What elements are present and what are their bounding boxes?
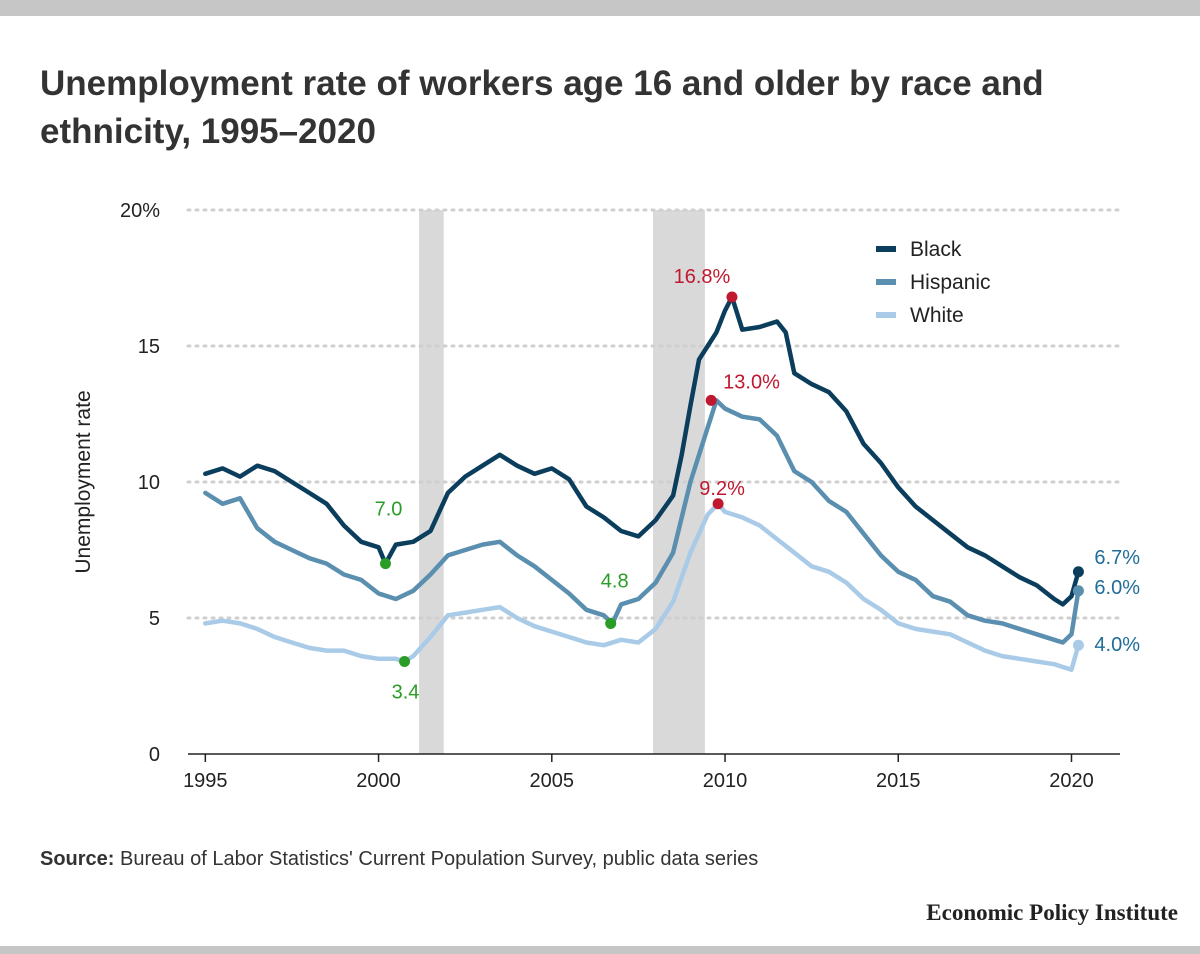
annotation-dot-3 xyxy=(712,498,724,510)
x-tick-label-2010: 2010 xyxy=(703,770,748,792)
y-tick-label-10: 10 xyxy=(138,472,160,494)
source-label: Source: xyxy=(40,848,115,870)
legend-label-black: Black xyxy=(910,238,962,261)
y-tick-label-20: 20% xyxy=(120,200,160,222)
annotation-dot-1 xyxy=(726,291,738,303)
annotation-label-7: 6.7% xyxy=(1094,547,1140,569)
series-line-white xyxy=(203,501,1081,672)
y-axis-title: Unemployment rate xyxy=(72,390,95,573)
series-line-hispanic xyxy=(203,398,1081,645)
series-line-black xyxy=(203,294,1081,607)
x-tick-label-2005: 2005 xyxy=(530,770,575,792)
annotation-dot-8 xyxy=(1072,585,1084,597)
annotation-label-4: 7.0 xyxy=(375,499,403,521)
annotation-dot-4 xyxy=(379,558,391,570)
source-text: Bureau of Labor Statistics' Current Popu… xyxy=(120,848,759,870)
bottom-border xyxy=(0,946,1200,954)
annotation-dot-6 xyxy=(605,617,617,629)
annotation-label-2: 13.0% xyxy=(723,371,780,393)
annotation-label-5: 3.4 xyxy=(392,682,420,704)
annotation-dot-9 xyxy=(1072,639,1084,651)
x-tick-label-2000: 2000 xyxy=(356,770,401,792)
annotation-dot-2 xyxy=(705,394,717,406)
y-tick-label-5: 5 xyxy=(149,608,160,630)
annotation-label-9: 4.0% xyxy=(1094,634,1140,656)
top-border xyxy=(0,0,1200,16)
line-chart: 0 5 10 15 20% 1995 2000 2005 2010 2015 2020 Unemplo… xyxy=(72,200,1140,792)
x-tick-label-2020: 2020 xyxy=(1049,770,1094,792)
legend-label-hispanic: Hispanic xyxy=(910,271,991,294)
x-tick-label-2015: 2015 xyxy=(876,770,921,792)
y-tick-label-15: 15 xyxy=(138,336,160,358)
y-tick-label-0: 0 xyxy=(149,744,160,766)
annotation-label-1: 16.8% xyxy=(674,266,731,288)
legend-label-white: White xyxy=(910,304,964,327)
annotation-label-3: 9.2% xyxy=(699,478,745,500)
annotation-label-8: 6.0% xyxy=(1094,577,1140,599)
brand-wordmark: Economic Policy Institute xyxy=(926,900,1178,925)
chart-title: Unemployment rate of workers age 16 and … xyxy=(40,64,1044,151)
annotation-dot-7 xyxy=(1072,566,1084,578)
x-tick-label-1995: 1995 xyxy=(183,770,228,792)
source-note: Source: Bureau of Labor Statistics' Curr… xyxy=(40,848,758,871)
annotation-dot-5 xyxy=(399,656,411,668)
annotation-label-6: 4.8 xyxy=(601,570,629,592)
